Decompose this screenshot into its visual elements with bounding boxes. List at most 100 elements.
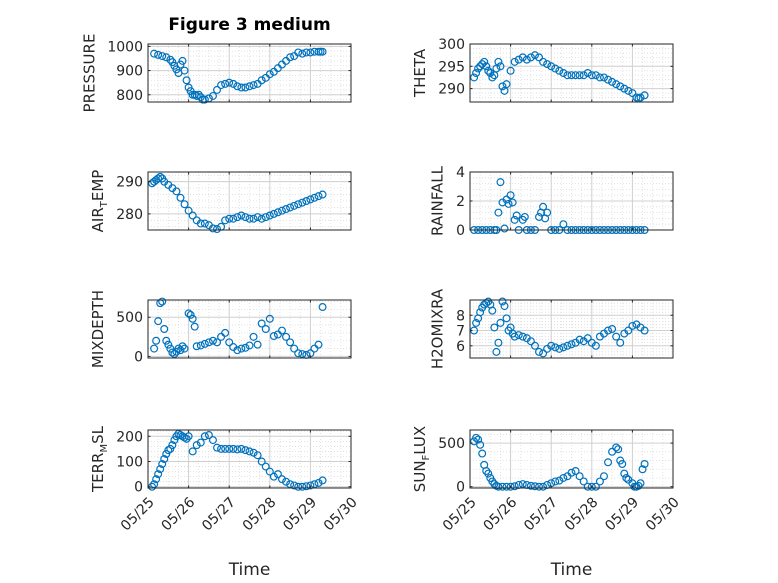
data-point (539, 482, 548, 491)
data-point (188, 314, 197, 323)
data-point (484, 469, 493, 478)
data-point (595, 477, 604, 486)
data-point (265, 70, 274, 79)
data-point (225, 338, 234, 347)
x-tick-label: 05/26 (159, 494, 199, 534)
data-point (559, 68, 568, 77)
subplot-air-temp: 280 290 AIRTEMP (89, 170, 352, 234)
data-point (208, 336, 217, 345)
subplot-theta: 290 295 300 THETA (411, 37, 674, 103)
x-tick-label: 05/28 (240, 494, 280, 534)
data-point (229, 79, 238, 88)
scatter-series-pressure (150, 47, 327, 104)
data-point (188, 211, 197, 220)
data-point (306, 48, 315, 57)
data-point (575, 71, 584, 80)
x-axis-label: Time (550, 560, 593, 580)
scatter-series-sun-flux (470, 433, 649, 491)
y-axis-label: PRESSURE (81, 34, 99, 113)
data-point (587, 71, 596, 80)
data-point (168, 441, 177, 450)
data-point (535, 482, 544, 491)
data-point (208, 91, 217, 100)
data-point (490, 323, 499, 332)
data-point (150, 344, 159, 353)
y-tick-label: 0 (456, 480, 465, 496)
data-point (518, 480, 527, 489)
data-point (510, 482, 519, 491)
data-point (217, 444, 226, 453)
data-point (190, 322, 199, 331)
x-tick-label: 05/28 (562, 494, 602, 534)
subplot-mixdepth: 0 500 MIXDEPTH (89, 290, 352, 368)
data-point (286, 203, 295, 212)
y-tick-label: 300 (438, 37, 465, 53)
data-point (502, 482, 511, 491)
data-point (575, 472, 584, 481)
data-point (237, 83, 246, 92)
data-point (298, 49, 307, 58)
axes-box (147, 429, 352, 489)
data-point (298, 350, 307, 359)
data-point (265, 314, 274, 323)
data-point (249, 332, 258, 341)
data-point (526, 53, 535, 62)
subplot-sun-flux: 0 500 SUNFLUX 05/25 05/26 05/27 05/28 05/29 05/3… (411, 426, 683, 580)
y-tick-label: 500 (438, 436, 465, 452)
data-point (510, 215, 519, 224)
y-tick-label: 6 (456, 339, 465, 355)
axes-box (147, 171, 352, 231)
data-point (496, 178, 505, 187)
data-point (221, 79, 230, 88)
data-point (302, 350, 311, 359)
data-point (154, 50, 163, 59)
data-point (498, 82, 507, 91)
data-point (567, 340, 576, 349)
y-axis-label: H2OMIXRA (428, 288, 446, 369)
data-point (233, 346, 242, 355)
data-point (204, 431, 213, 440)
data-point (294, 349, 303, 358)
data-point (476, 62, 485, 71)
data-point (282, 477, 291, 486)
data-point (486, 68, 495, 77)
data-point (286, 53, 295, 62)
data-point (160, 325, 169, 334)
axes-box (469, 43, 674, 103)
data-point (221, 216, 230, 225)
data-point (612, 332, 621, 341)
data-point (599, 73, 608, 82)
data-point (551, 64, 560, 73)
x-tick-label: 05/27 (521, 494, 561, 534)
data-point (200, 219, 209, 228)
data-point (154, 174, 163, 183)
data-point (162, 336, 171, 345)
y-tick-label: 800 (116, 88, 143, 104)
data-point (563, 71, 572, 80)
data-point (162, 449, 171, 458)
data-point (526, 337, 535, 346)
data-point (530, 341, 539, 350)
data-point (488, 306, 497, 315)
data-point (496, 318, 505, 327)
data-point (277, 326, 286, 335)
data-point (518, 53, 527, 62)
y-tick-label: 100 (116, 455, 143, 471)
data-point (508, 198, 517, 207)
y-axis-label: RAINFALL (428, 165, 446, 236)
x-tick-label: 05/29 (280, 494, 320, 534)
data-point (543, 60, 552, 69)
data-point (494, 482, 503, 491)
data-point (233, 445, 242, 454)
data-point (237, 211, 246, 220)
data-point (620, 469, 629, 478)
axes-box (469, 429, 674, 489)
data-point (180, 433, 189, 442)
axes-box (147, 43, 352, 103)
data-point (200, 95, 209, 104)
data-point (269, 472, 278, 481)
y-axis-label: AIRTEMP (89, 170, 110, 233)
data-point (290, 201, 299, 210)
data-point (237, 344, 246, 353)
figure-title: Figure 3 medium (168, 15, 330, 35)
